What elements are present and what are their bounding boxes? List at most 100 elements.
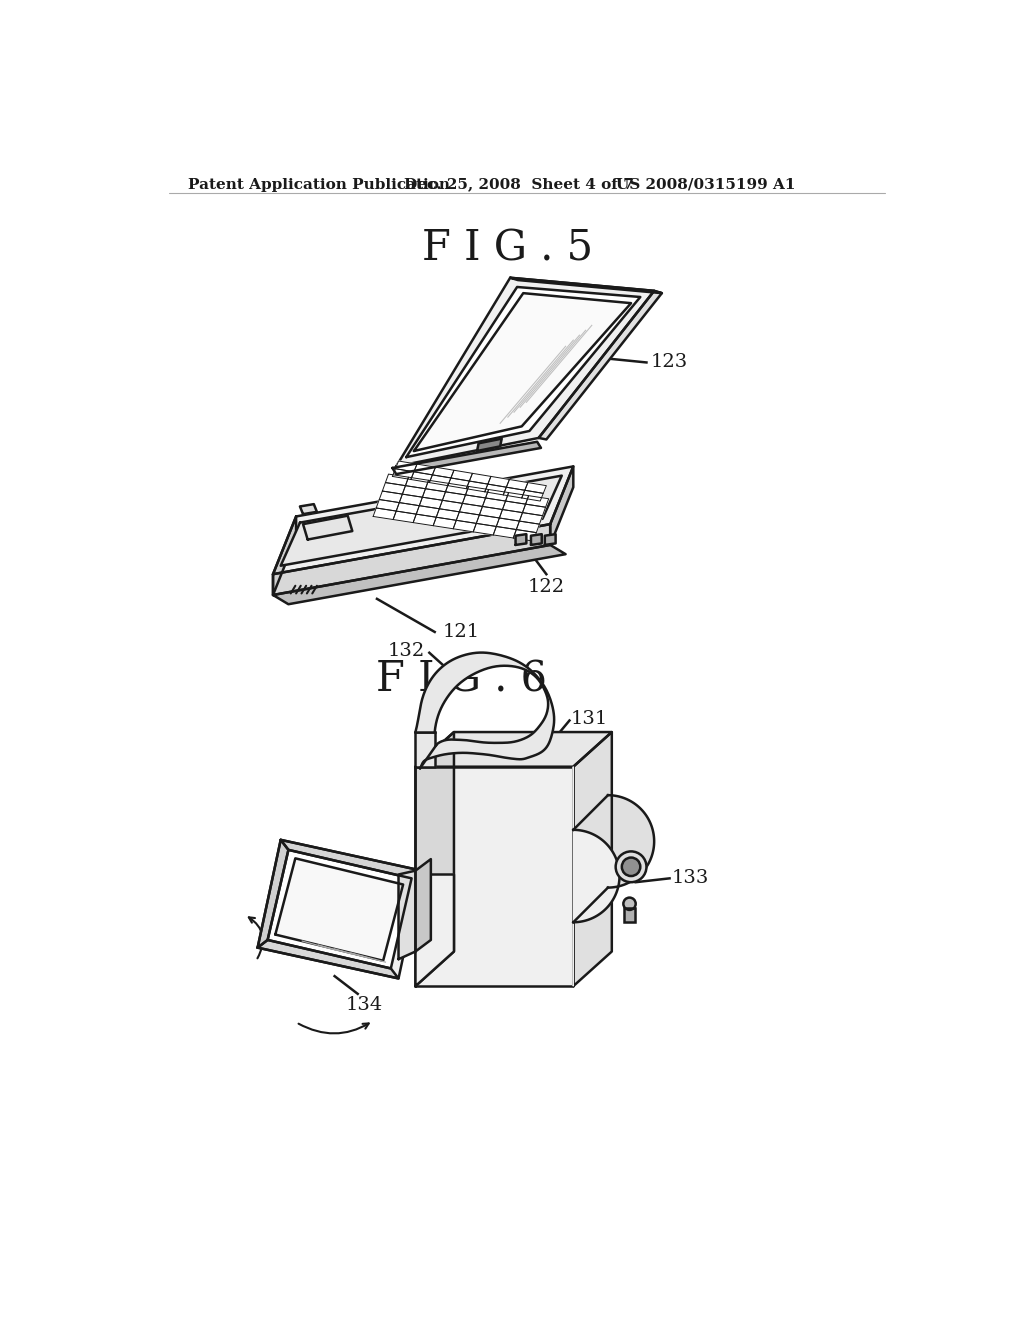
Polygon shape [442, 492, 466, 503]
Polygon shape [416, 767, 573, 986]
Text: F I G . 5: F I G . 5 [422, 227, 594, 269]
Polygon shape [513, 529, 537, 541]
Polygon shape [521, 490, 544, 502]
Polygon shape [411, 471, 432, 483]
Polygon shape [273, 516, 296, 595]
Polygon shape [396, 277, 654, 466]
Polygon shape [510, 277, 662, 293]
Text: 131: 131 [571, 710, 608, 727]
Polygon shape [494, 527, 516, 539]
Polygon shape [416, 859, 431, 952]
Polygon shape [379, 491, 402, 503]
Polygon shape [393, 511, 416, 523]
Polygon shape [460, 503, 482, 515]
Polygon shape [436, 508, 460, 520]
Polygon shape [525, 496, 549, 507]
Polygon shape [398, 871, 416, 960]
Polygon shape [445, 483, 469, 495]
Polygon shape [385, 474, 409, 486]
Polygon shape [466, 487, 488, 498]
Polygon shape [373, 508, 396, 520]
Polygon shape [273, 545, 565, 605]
Polygon shape [382, 483, 406, 494]
Circle shape [615, 851, 646, 882]
Text: 121: 121 [442, 623, 479, 642]
Polygon shape [477, 438, 502, 451]
Polygon shape [422, 488, 445, 500]
Polygon shape [392, 469, 414, 479]
Polygon shape [503, 487, 524, 498]
Polygon shape [281, 475, 562, 566]
Polygon shape [396, 503, 419, 515]
Polygon shape [516, 521, 540, 533]
Polygon shape [573, 795, 654, 923]
Polygon shape [463, 495, 485, 507]
Polygon shape [482, 498, 506, 510]
Polygon shape [466, 480, 487, 492]
Polygon shape [395, 461, 417, 471]
Polygon shape [416, 733, 454, 986]
Polygon shape [300, 504, 316, 515]
Polygon shape [419, 498, 442, 508]
Polygon shape [439, 500, 463, 512]
Polygon shape [515, 535, 526, 545]
Polygon shape [550, 466, 573, 545]
Polygon shape [416, 733, 611, 767]
Polygon shape [425, 480, 449, 492]
Polygon shape [506, 479, 528, 490]
Text: Dec. 25, 2008  Sheet 4 of 7: Dec. 25, 2008 Sheet 4 of 7 [403, 178, 634, 191]
Polygon shape [258, 840, 422, 978]
Polygon shape [485, 490, 509, 502]
Polygon shape [413, 515, 436, 525]
Polygon shape [402, 486, 425, 498]
Polygon shape [281, 840, 422, 878]
Text: Patent Application Publication: Patent Application Publication [188, 178, 451, 191]
Polygon shape [519, 512, 543, 524]
Polygon shape [416, 652, 554, 768]
Polygon shape [503, 502, 525, 512]
Polygon shape [267, 850, 412, 969]
Polygon shape [457, 512, 479, 524]
Polygon shape [506, 492, 528, 504]
Polygon shape [416, 733, 435, 767]
Polygon shape [406, 478, 429, 488]
Polygon shape [416, 506, 439, 517]
Polygon shape [433, 517, 457, 529]
Polygon shape [539, 290, 662, 440]
Circle shape [624, 898, 636, 909]
Polygon shape [469, 474, 490, 484]
Bar [625, 908, 635, 923]
Polygon shape [258, 940, 398, 978]
Polygon shape [407, 286, 640, 457]
Polygon shape [522, 504, 546, 516]
Polygon shape [500, 510, 522, 521]
Polygon shape [454, 520, 476, 532]
Polygon shape [429, 475, 451, 486]
Polygon shape [447, 478, 469, 488]
Polygon shape [497, 517, 519, 529]
Polygon shape [376, 499, 399, 511]
Polygon shape [545, 535, 556, 545]
Polygon shape [487, 477, 509, 487]
Polygon shape [303, 516, 352, 540]
Polygon shape [414, 465, 435, 475]
Polygon shape [531, 535, 542, 545]
Polygon shape [524, 483, 547, 494]
Polygon shape [258, 840, 289, 948]
Text: 134: 134 [345, 997, 383, 1014]
Text: F I G . 6: F I G . 6 [376, 659, 547, 701]
Polygon shape [399, 494, 422, 506]
Polygon shape [432, 467, 454, 478]
Polygon shape [273, 524, 550, 595]
Text: 133: 133 [672, 870, 710, 887]
Polygon shape [573, 733, 611, 986]
Polygon shape [392, 442, 541, 474]
Text: 132: 132 [387, 643, 425, 660]
Polygon shape [414, 293, 631, 451]
Polygon shape [273, 466, 573, 574]
Polygon shape [473, 524, 497, 535]
Text: US 2008/0315199 A1: US 2008/0315199 A1 [615, 178, 796, 191]
Polygon shape [573, 767, 620, 986]
Polygon shape [479, 507, 503, 517]
Polygon shape [416, 875, 454, 986]
